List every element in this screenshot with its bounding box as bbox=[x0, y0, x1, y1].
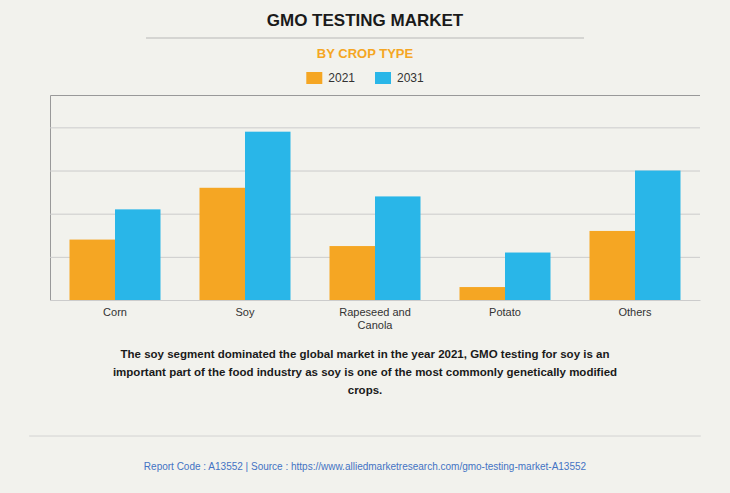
y-tick bbox=[50, 171, 700, 172]
bar bbox=[505, 253, 551, 300]
y-tick bbox=[50, 300, 700, 301]
x-tick: Others bbox=[618, 306, 652, 318]
x-tick-label: Corn bbox=[103, 306, 127, 318]
x-tick-label: Potato bbox=[489, 306, 521, 318]
footer: Report Code : A13552 | Source : https://… bbox=[144, 461, 587, 472]
x-tick: Corn bbox=[103, 306, 127, 318]
grid-line bbox=[50, 127, 700, 128]
bar-series bbox=[115, 132, 681, 300]
legend-swatch bbox=[375, 72, 391, 84]
bar bbox=[590, 231, 636, 300]
title-rule bbox=[146, 38, 584, 39]
grid-line bbox=[50, 171, 700, 172]
chart: GMO TESTING MARKET BY CROP TYPE Corn Soy Rap… bbox=[0, 0, 730, 493]
legend-label: 2021 bbox=[328, 71, 355, 85]
legend-label: 2031 bbox=[397, 71, 424, 85]
legend-item: 2031 bbox=[375, 71, 424, 85]
legend: 2021 2031 bbox=[306, 71, 424, 85]
x-tick: Rapeseed andCanola bbox=[339, 306, 411, 331]
footer-rule bbox=[29, 436, 701, 437]
annotation: The soy segment dominated the global mar… bbox=[113, 348, 617, 396]
bar bbox=[200, 188, 246, 300]
x-tick-label: Rapeseed andCanola bbox=[339, 306, 411, 331]
legend-swatch bbox=[306, 72, 322, 84]
legend-item: 2021 bbox=[306, 71, 355, 85]
y-axis bbox=[50, 96, 700, 301]
y-axis-line bbox=[51, 96, 701, 301]
x-axis-line bbox=[51, 300, 701, 301]
bar bbox=[375, 196, 421, 300]
grid-line bbox=[50, 300, 700, 301]
x-tick-label: Soy bbox=[236, 306, 255, 318]
bars bbox=[70, 132, 681, 300]
plot: Corn Soy Rapeseed andCanola Potato Others bbox=[50, 96, 701, 332]
title: GMO TESTING MARKET bbox=[267, 11, 464, 30]
bar-series bbox=[70, 188, 636, 300]
x-tick: Potato bbox=[489, 306, 521, 318]
bar bbox=[460, 287, 506, 300]
x-tick: Soy bbox=[236, 306, 255, 318]
x-axis: Corn Soy Rapeseed andCanola Potato Others bbox=[51, 301, 701, 332]
subtitle: BY CROP TYPE bbox=[317, 46, 414, 61]
bar bbox=[70, 240, 116, 300]
bar bbox=[635, 171, 681, 300]
y-tick bbox=[50, 127, 700, 128]
bar bbox=[330, 246, 376, 300]
bar bbox=[245, 132, 291, 300]
x-tick-label: Others bbox=[618, 306, 652, 318]
bar bbox=[115, 209, 161, 300]
